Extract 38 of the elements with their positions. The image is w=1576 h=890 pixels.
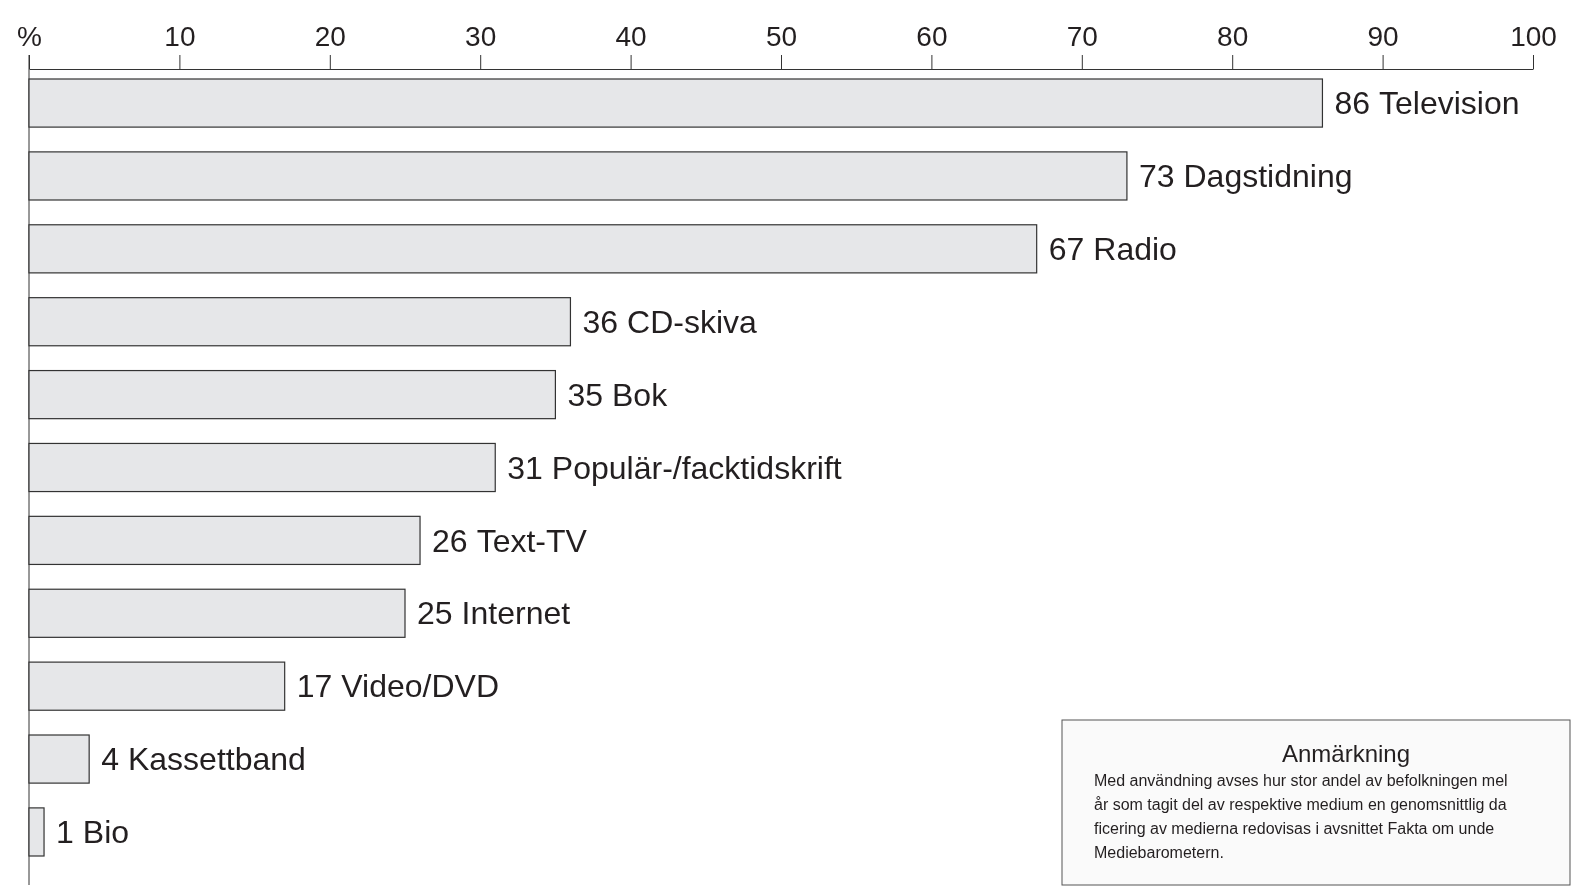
y-tick-label: Television xyxy=(1379,85,1520,122)
y-tick-label: CD-skiva xyxy=(627,303,758,340)
x-tick-label: 20 xyxy=(314,21,346,52)
y-tick-label: Dagstidning xyxy=(1183,158,1353,195)
y-tick-label: Populär-/facktidskrift xyxy=(551,449,842,486)
x-tick-label: 40 xyxy=(615,21,647,52)
x-tick-label: 30 xyxy=(465,21,497,52)
y-tick-label: Bio xyxy=(82,814,130,851)
annotation: Mediebarometern. xyxy=(1094,844,1224,861)
data-label: 31 xyxy=(507,449,543,486)
data-label: 67 xyxy=(1048,231,1085,268)
data-label: 1 xyxy=(56,814,74,851)
x-tick-label: 50 xyxy=(765,21,798,52)
x-tick-label: 100 xyxy=(1510,21,1557,52)
annotation: ficering av medierna redovisas i avsnittet Fakta om unde xyxy=(1094,820,1495,837)
y-tick-label: Bok xyxy=(611,376,669,413)
x-tick-label: 90 xyxy=(1367,21,1399,52)
y-tick-label: Internet xyxy=(461,595,571,632)
data-label: 26 xyxy=(432,522,468,559)
data-label: 4 xyxy=(101,741,119,778)
x-tick-label: 60 xyxy=(916,21,948,52)
y-tick-label: Video/DVD xyxy=(341,668,499,705)
x-tick-label: 70 xyxy=(1066,21,1098,52)
y-tick-label: Radio xyxy=(1093,231,1177,268)
data-label: 36 xyxy=(582,303,619,340)
data-label: 86 xyxy=(1334,85,1371,122)
y-tick-label: Text-TV xyxy=(476,522,588,559)
y-tick-label: Kassettband xyxy=(127,741,306,778)
data-label: 25 xyxy=(417,595,453,632)
annotation: Anmärkning xyxy=(1281,740,1411,767)
x-tick-label: % xyxy=(17,21,42,52)
x-tick-label: 80 xyxy=(1217,21,1249,52)
x-tick-label: 10 xyxy=(164,21,196,52)
annotation: Med användning avses hur stor andel av befolkningen mel xyxy=(1094,772,1508,789)
annotation: år som tagit del av respektive medium en genomsnittlig da xyxy=(1094,796,1507,813)
data-label: 73 xyxy=(1138,158,1175,195)
data-label: 35 xyxy=(567,376,603,413)
data-label: 17 xyxy=(296,668,333,705)
